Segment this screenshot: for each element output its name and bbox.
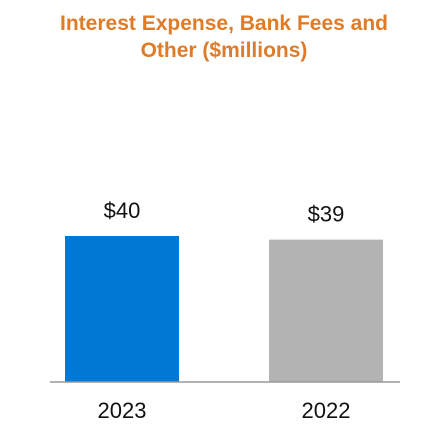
value-label: $40 xyxy=(104,198,141,223)
bar xyxy=(269,239,383,382)
chart-title: Interest Expense, Bank Fees and Other ($… xyxy=(60,12,388,62)
x-tick-label: 2023 xyxy=(98,398,147,423)
value-label: $39 xyxy=(308,201,345,226)
bar xyxy=(65,236,179,382)
x-tick-label: 2022 xyxy=(302,398,351,423)
